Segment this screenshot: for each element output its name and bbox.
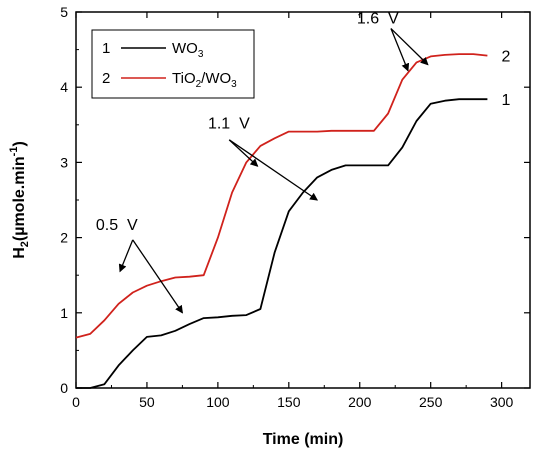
legend-box bbox=[91, 29, 255, 99]
annotation-arrow bbox=[390, 28, 410, 72]
y-axis-title-unit: (µmole.min bbox=[11, 156, 28, 241]
y-axis-title-close: ) bbox=[11, 141, 28, 146]
legend-number: 1 bbox=[102, 40, 110, 57]
legend: 1 WO3 2 TiO2/WO3 bbox=[91, 29, 255, 99]
x-tick-label: 0 bbox=[72, 394, 80, 410]
y-axis-title-sub: 2 bbox=[19, 241, 31, 247]
y-tick-label: 5 bbox=[60, 4, 68, 20]
y-axis-title: H2(µmole.min-1) bbox=[8, 141, 31, 259]
legend-label-wo3: WO3 bbox=[172, 40, 204, 60]
y-axis-title-main: H bbox=[11, 247, 28, 259]
y-tick-label: 0 bbox=[60, 380, 68, 396]
annotation-label: 1.1 V bbox=[208, 116, 250, 133]
series-layer: 12 bbox=[75, 49, 510, 389]
annotation-arrow bbox=[390, 28, 429, 66]
x-axis: 0 50 100 150 200 250 300 bbox=[72, 12, 514, 410]
legend-number: 2 bbox=[102, 70, 110, 87]
annotation-arrow bbox=[118, 239, 134, 273]
legend-entry-tio2-wo3: 2 TiO2/WO3 bbox=[102, 70, 237, 90]
y-axis-title-sup: -1 bbox=[8, 147, 20, 157]
annotation-label: 0.5 V bbox=[96, 217, 138, 234]
series-line-2 bbox=[75, 53, 488, 339]
x-tick-label: 250 bbox=[419, 394, 443, 410]
y-tick-label: 1 bbox=[60, 305, 68, 321]
series-end-label: 1 bbox=[501, 92, 510, 109]
x-tick-label: 100 bbox=[206, 394, 230, 410]
annotation-arrow bbox=[132, 239, 183, 314]
series-end-label: 2 bbox=[501, 49, 510, 66]
annotations: 0.5 V 1.1 V 1.6 V bbox=[96, 10, 429, 314]
legend-entry-wo3: 1 WO3 bbox=[102, 40, 204, 60]
annotation-arrow bbox=[228, 139, 319, 201]
y-tick-label: 2 bbox=[60, 230, 68, 246]
x-axis-title: Time (min) bbox=[263, 431, 344, 448]
legend-label-tio2-wo3: TiO2/WO3 bbox=[172, 70, 237, 90]
y-tick-label: 3 bbox=[60, 154, 68, 170]
x-tick-label: 50 bbox=[139, 394, 155, 410]
y-tick-label: 4 bbox=[60, 79, 68, 95]
series-line-1 bbox=[76, 98, 488, 389]
x-tick-label: 200 bbox=[348, 394, 372, 410]
x-tick-label: 300 bbox=[490, 394, 514, 410]
annotation-arrow bbox=[228, 139, 259, 167]
annotation-label: 1.6 V bbox=[357, 10, 399, 27]
x-tick-label: 150 bbox=[277, 394, 301, 410]
